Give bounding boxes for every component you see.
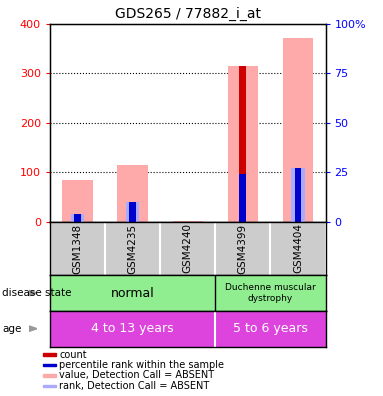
Text: 4 to 13 years: 4 to 13 years: [91, 322, 174, 335]
Bar: [43, 385, 56, 387]
Bar: [74, 214, 81, 222]
Text: 5 to 6 years: 5 to 6 years: [233, 322, 308, 335]
Bar: [129, 202, 136, 222]
Text: GSM4240: GSM4240: [183, 223, 193, 274]
Bar: [215, 311, 326, 346]
Bar: [62, 180, 93, 222]
Text: Duchenne muscular
dystrophy: Duchenne muscular dystrophy: [225, 284, 316, 303]
Text: GSM4235: GSM4235: [128, 223, 137, 274]
Bar: [228, 66, 258, 222]
Text: normal: normal: [111, 287, 154, 299]
Text: GSM1348: GSM1348: [72, 223, 82, 274]
Text: count: count: [59, 350, 87, 360]
Polygon shape: [29, 326, 37, 331]
Bar: [126, 202, 139, 222]
Polygon shape: [29, 290, 37, 296]
Bar: [70, 214, 84, 222]
Bar: [295, 168, 301, 222]
Text: rank, Detection Call = ABSENT: rank, Detection Call = ABSENT: [59, 381, 210, 391]
Text: GSM4399: GSM4399: [238, 223, 248, 274]
Bar: [239, 174, 246, 222]
Bar: [50, 311, 215, 346]
Bar: [43, 374, 56, 377]
Bar: [50, 275, 215, 311]
Bar: [43, 353, 56, 356]
Bar: [283, 38, 313, 222]
Text: percentile rank within the sample: percentile rank within the sample: [59, 360, 224, 370]
Bar: [74, 219, 81, 222]
Bar: [291, 168, 305, 222]
Text: disease state: disease state: [2, 288, 71, 298]
Text: GSM4404: GSM4404: [293, 223, 303, 274]
Bar: [118, 165, 148, 222]
Bar: [43, 364, 56, 366]
Text: age: age: [2, 324, 21, 334]
Text: value, Detection Call = ABSENT: value, Detection Call = ABSENT: [59, 371, 214, 381]
Title: GDS265 / 77882_i_at: GDS265 / 77882_i_at: [115, 7, 261, 21]
Bar: [239, 66, 246, 222]
Bar: [172, 221, 203, 222]
Bar: [215, 275, 326, 311]
Bar: [129, 219, 136, 222]
